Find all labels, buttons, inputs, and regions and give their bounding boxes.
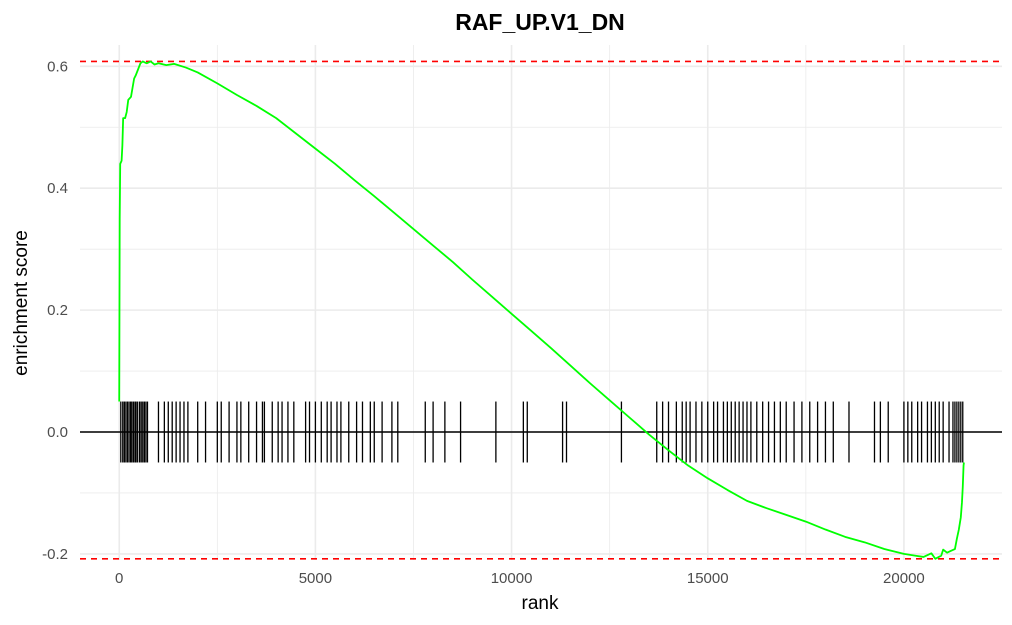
y-tick-label: 0.6 — [47, 58, 68, 75]
x-tick-label: 15000 — [687, 570, 729, 587]
enrichment-curve — [118, 60, 965, 560]
x-tick-label: 20000 — [883, 570, 925, 587]
y-tick-label: 0.4 — [47, 180, 68, 197]
x-axis-ticks: 0 5000 10000 15000 20000 — [115, 570, 925, 587]
x-tick-label: 10000 — [491, 570, 533, 587]
y-axis-ticks: -0.2 0.0 0.2 0.4 0.6 — [42, 58, 68, 563]
x-tick-label: 0 — [115, 570, 123, 587]
y-tick-label: 0.2 — [47, 302, 68, 319]
enrichment-curve-layer — [118, 60, 965, 560]
grid-lines — [80, 45, 1002, 560]
chart-title: RAF_UP.V1_DN — [455, 9, 625, 35]
x-axis-title: rank — [522, 593, 559, 614]
gene-hit-ticks — [120, 401, 964, 463]
reference-lines — [80, 60, 1002, 560]
y-axis-title: enrichment score — [11, 230, 32, 376]
y-tick-label: 0.0 — [47, 424, 68, 441]
y-tick-label: -0.2 — [42, 546, 68, 563]
x-tick-label: 5000 — [299, 570, 332, 587]
